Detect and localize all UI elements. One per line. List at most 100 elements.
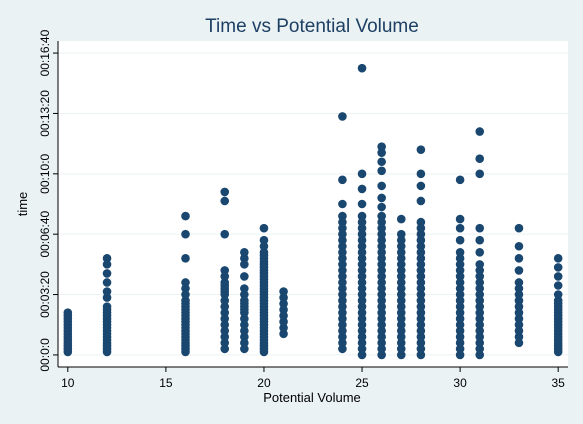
data-point — [396, 214, 406, 224]
data-point — [377, 290, 386, 299]
data-point — [279, 317, 288, 327]
data-point — [102, 278, 112, 287]
data-point — [455, 235, 465, 245]
data-point — [220, 320, 230, 330]
data-point — [338, 112, 347, 121]
data-point — [455, 338, 465, 348]
data-point — [553, 263, 563, 272]
data-point — [357, 241, 367, 251]
data-point — [416, 302, 426, 311]
data-point — [396, 338, 406, 348]
y-axis-ticks: 00:0:0 00:03:20 00:06:40 00:10:0 00:13:20 00:… — [38, 29, 58, 372]
data-point — [377, 260, 386, 269]
data-point — [475, 235, 485, 245]
data-point — [338, 320, 347, 330]
data-point — [338, 308, 347, 317]
data-point — [416, 332, 426, 342]
y-tick-label: 00:0:0 — [38, 338, 52, 372]
data-point — [455, 320, 465, 330]
data-point — [514, 266, 524, 275]
data-point — [553, 290, 563, 299]
data-point — [514, 332, 524, 342]
data-point — [396, 350, 406, 360]
data-point — [514, 241, 524, 251]
data-point — [357, 344, 367, 354]
data-point — [455, 272, 465, 281]
data-point — [455, 308, 465, 317]
data-point — [377, 266, 386, 275]
data-point — [377, 320, 386, 330]
data-point — [357, 266, 367, 275]
data-point — [553, 254, 563, 263]
data-point — [475, 314, 485, 324]
data-point — [416, 308, 426, 317]
data-point — [357, 350, 367, 360]
data-point — [416, 344, 426, 354]
data-point — [220, 187, 230, 197]
x-tick-label: 10 — [61, 376, 75, 390]
data-point — [338, 302, 347, 311]
data-point — [396, 272, 406, 281]
data-point — [279, 329, 288, 339]
data-point — [357, 272, 367, 281]
data-point — [357, 332, 367, 342]
data-point — [514, 314, 524, 324]
data-point — [338, 254, 347, 263]
data-point — [475, 154, 485, 164]
data-point — [102, 287, 112, 296]
data-point — [396, 296, 406, 305]
data-point — [416, 223, 426, 233]
data-point — [396, 344, 406, 354]
data-point — [396, 332, 406, 342]
data-point — [377, 193, 386, 203]
data-point — [220, 278, 230, 287]
data-point — [475, 308, 485, 317]
data-point — [455, 278, 465, 287]
data-point — [377, 272, 386, 281]
data-point — [338, 175, 347, 185]
y-tick-label: 00:16:40 — [38, 29, 52, 76]
data-point — [475, 320, 485, 330]
data-point — [416, 278, 426, 287]
data-point — [377, 308, 386, 317]
data-point — [396, 235, 406, 245]
data-point — [377, 181, 386, 191]
data-point — [240, 344, 249, 354]
data-point — [455, 223, 465, 233]
data-point — [377, 350, 386, 360]
data-point — [514, 326, 524, 336]
data-point — [338, 241, 347, 251]
data-point — [181, 296, 190, 305]
data-point — [220, 302, 230, 311]
data-point — [377, 326, 386, 336]
data-point — [416, 254, 426, 263]
data-point — [357, 211, 367, 221]
data-point — [514, 320, 524, 330]
data-point — [475, 278, 485, 287]
data-point — [416, 229, 426, 239]
data-point — [338, 235, 347, 245]
data-point — [455, 175, 465, 185]
x-tick-label: 15 — [159, 376, 173, 390]
data-point — [396, 254, 406, 263]
data-point — [357, 199, 367, 209]
data-point — [396, 229, 406, 239]
data-point — [377, 302, 386, 311]
x-tick-label: 35 — [552, 376, 566, 390]
data-point — [220, 196, 230, 206]
data-point — [240, 332, 249, 342]
data-point — [396, 308, 406, 317]
x-axis-ticks: 10 15 20 25 30 35 — [61, 367, 565, 390]
data-point — [240, 326, 249, 336]
data-point — [455, 344, 465, 354]
data-point — [220, 326, 230, 336]
data-point — [357, 326, 367, 336]
data-point — [240, 284, 249, 293]
data-point — [475, 344, 485, 354]
data-point — [357, 223, 367, 233]
data-point — [357, 314, 367, 324]
data-point — [377, 148, 386, 157]
data-point — [181, 290, 190, 299]
data-point — [396, 247, 406, 257]
data-point — [220, 296, 230, 305]
